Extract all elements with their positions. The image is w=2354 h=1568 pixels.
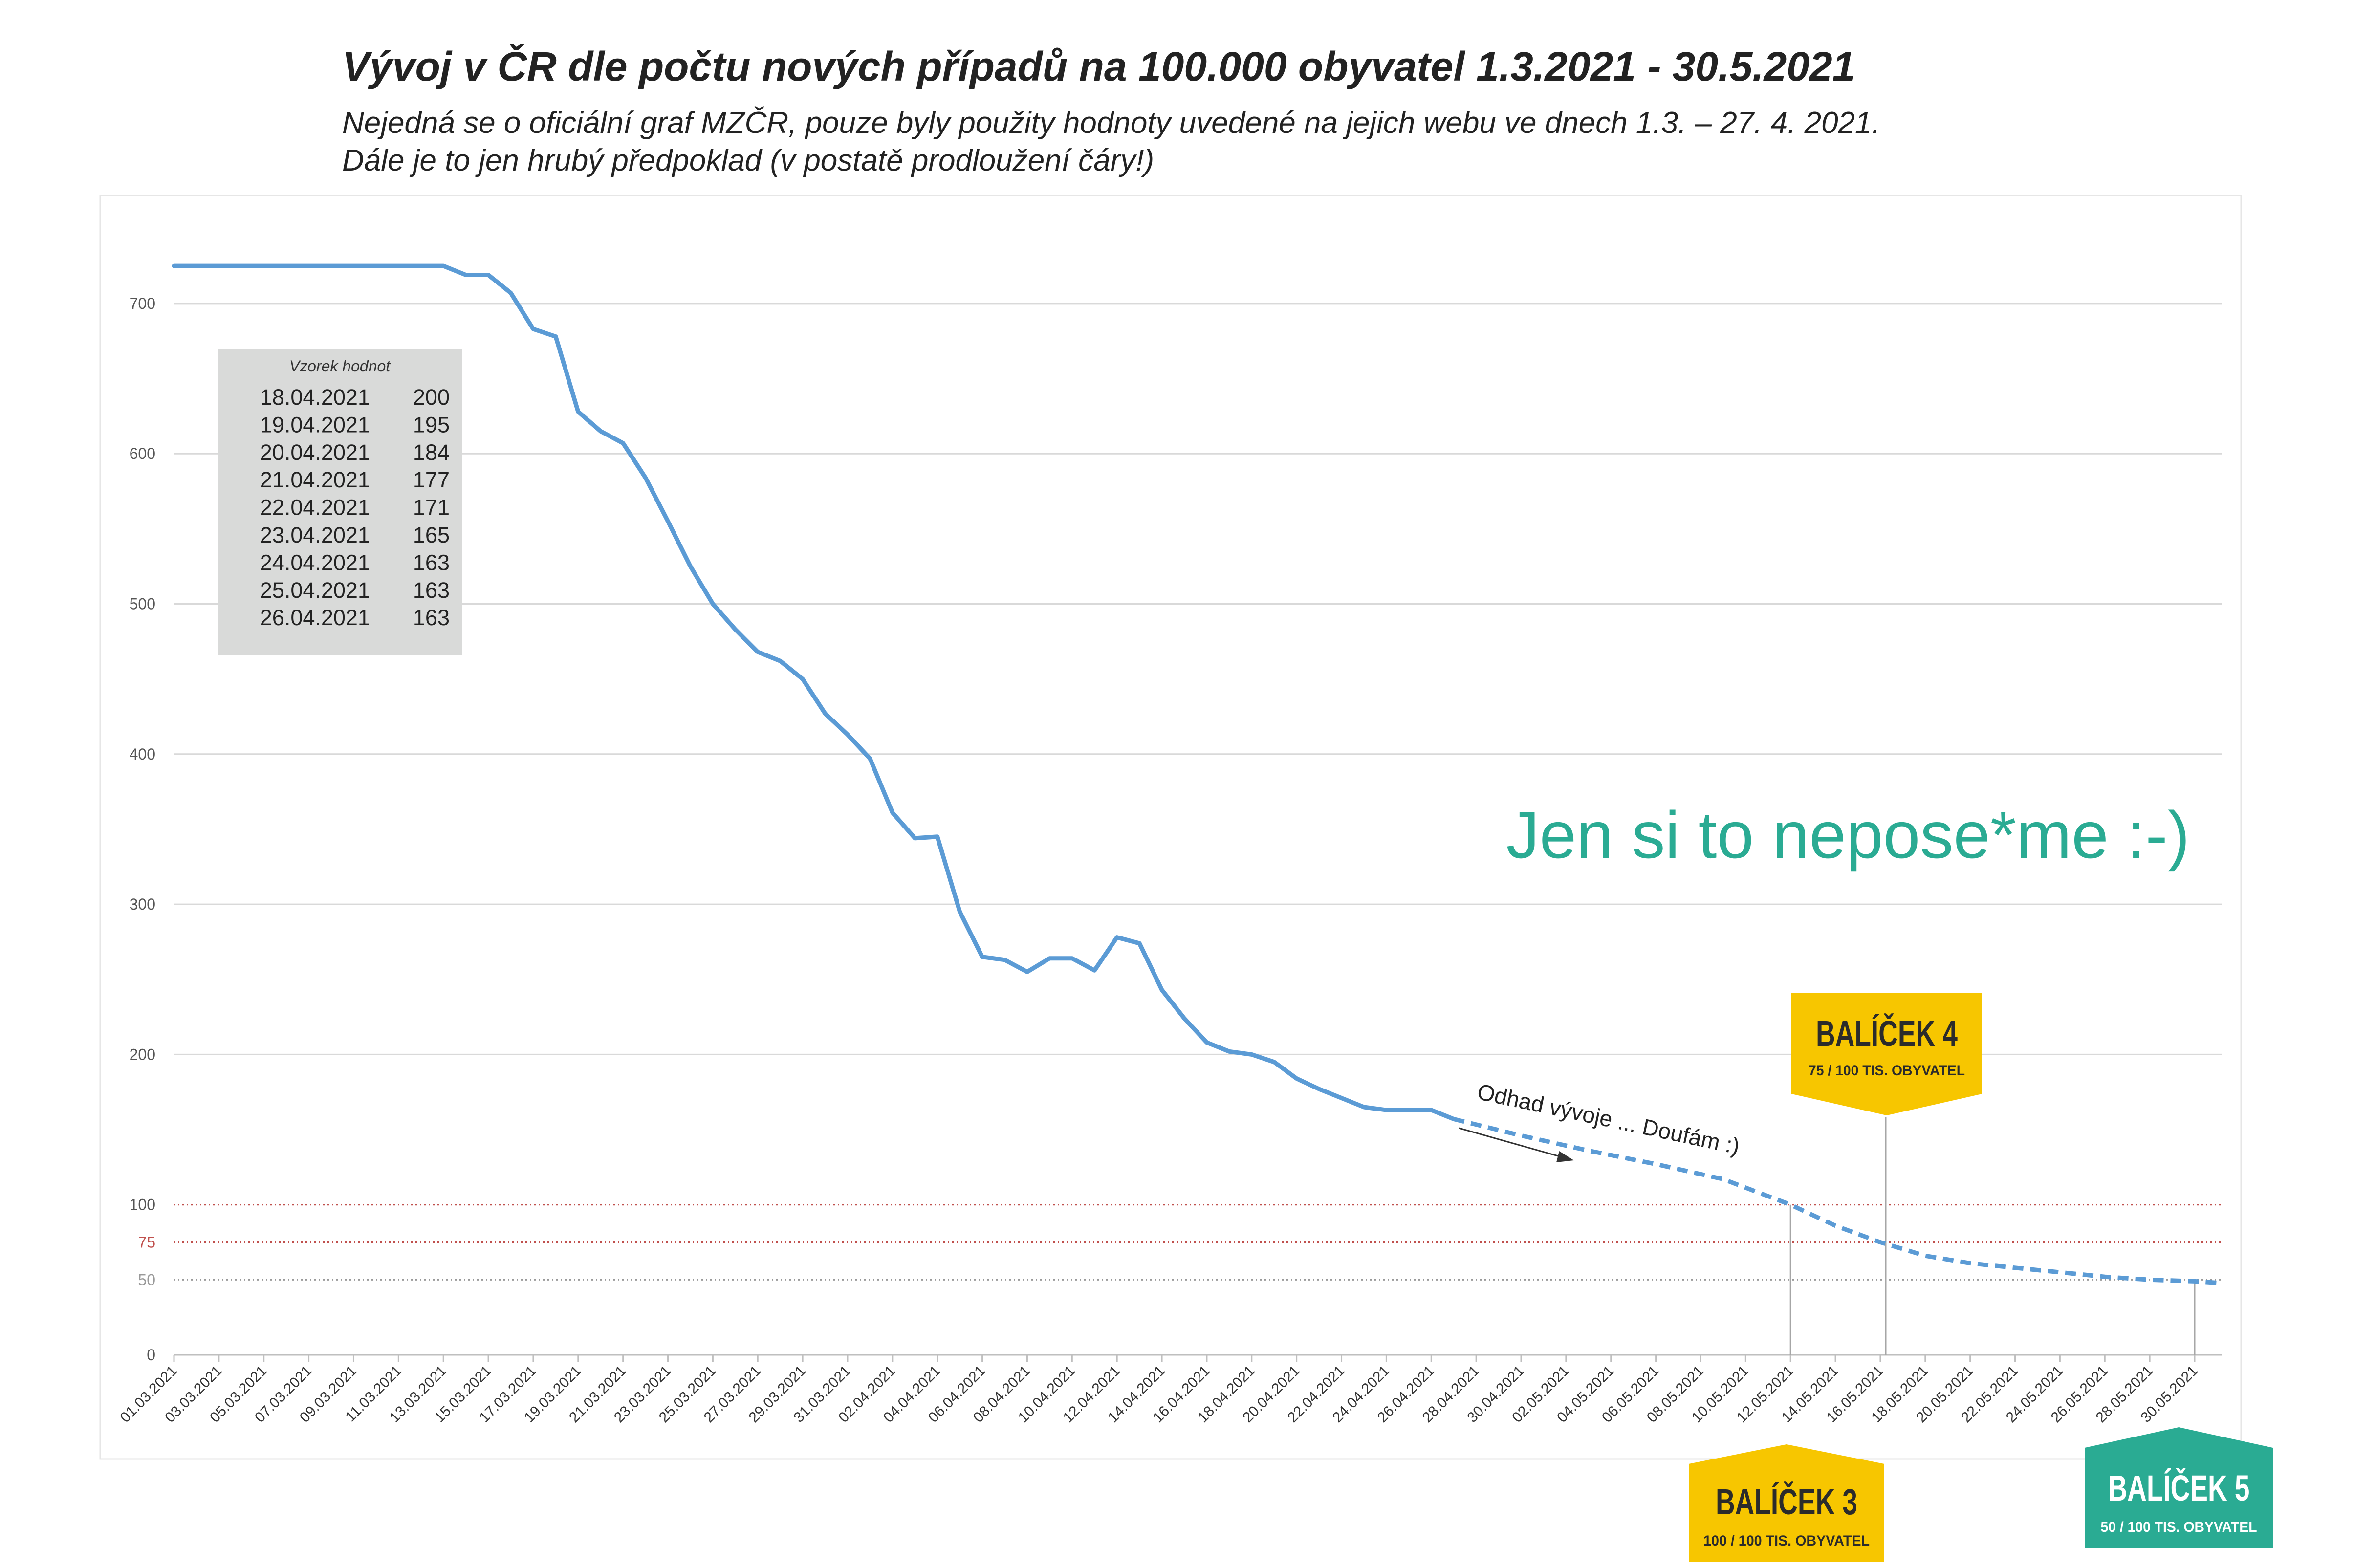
sample-table-date: 22.04.2021 [260,495,370,520]
sample-table-value: 163 [413,578,450,603]
sample-table-date: 20.04.2021 [260,440,370,465]
sample-table-date: 25.04.2021 [260,578,370,603]
badge-balicek-5-title: BALÍČEK 5 [2108,1468,2250,1508]
sample-table-date: 18.04.2021 [260,385,370,410]
y-tick-label: 500 [130,595,155,613]
badge-balicek-4 [1791,993,1982,1115]
sample-table-date: 23.04.2021 [260,523,370,547]
y-tick-label: 300 [130,895,155,913]
sample-table-title: Vzorek hodnot [289,357,391,375]
sample-table-value: 200 [413,385,450,410]
sample-table-value: 195 [413,412,450,437]
slogan-text: Jen si to nepose*me :-) [1506,798,2190,872]
badge-balicek-5-sub: 50 / 100 TIS. OBYVATEL [2101,1519,2257,1535]
sample-table-date: 26.04.2021 [260,605,370,630]
badge-balicek-3-title: BALÍČEK 3 [1716,1481,1857,1522]
sample-table-value: 163 [413,550,450,575]
sample-table-value: 171 [413,495,450,520]
sample-table-value: 177 [413,467,450,492]
y-tick-label: 75 [138,1234,155,1251]
y-tick-label: 600 [130,445,155,462]
badge-balicek-3-sub: 100 / 100 TIS. OBYVATEL [1703,1533,1870,1549]
sample-table-date: 21.04.2021 [260,467,370,492]
sample-table: Vzorek hodnot 18.04.2021 200 19.04.2021 195 2… [218,349,462,655]
sample-table-value: 184 [413,440,450,465]
badge-balicek-4-sub: 75 / 100 TIS. OBYVATEL [1809,1063,1965,1079]
sample-table-value: 163 [413,605,450,630]
badge-balicek-4-title: BALÍČEK 4 [1816,1013,1958,1054]
sample-table-value: 165 [413,523,450,547]
sample-table-date: 24.04.2021 [260,550,370,575]
y-tick-label: 700 [130,295,155,312]
y-tick-label: 100 [130,1196,155,1214]
y-tick-label: 0 [147,1346,155,1364]
y-tick-label: 50 [138,1271,155,1288]
y-tick-label: 400 [130,745,155,763]
sample-table-date: 19.04.2021 [260,412,370,437]
y-tick-label: 200 [130,1045,155,1063]
